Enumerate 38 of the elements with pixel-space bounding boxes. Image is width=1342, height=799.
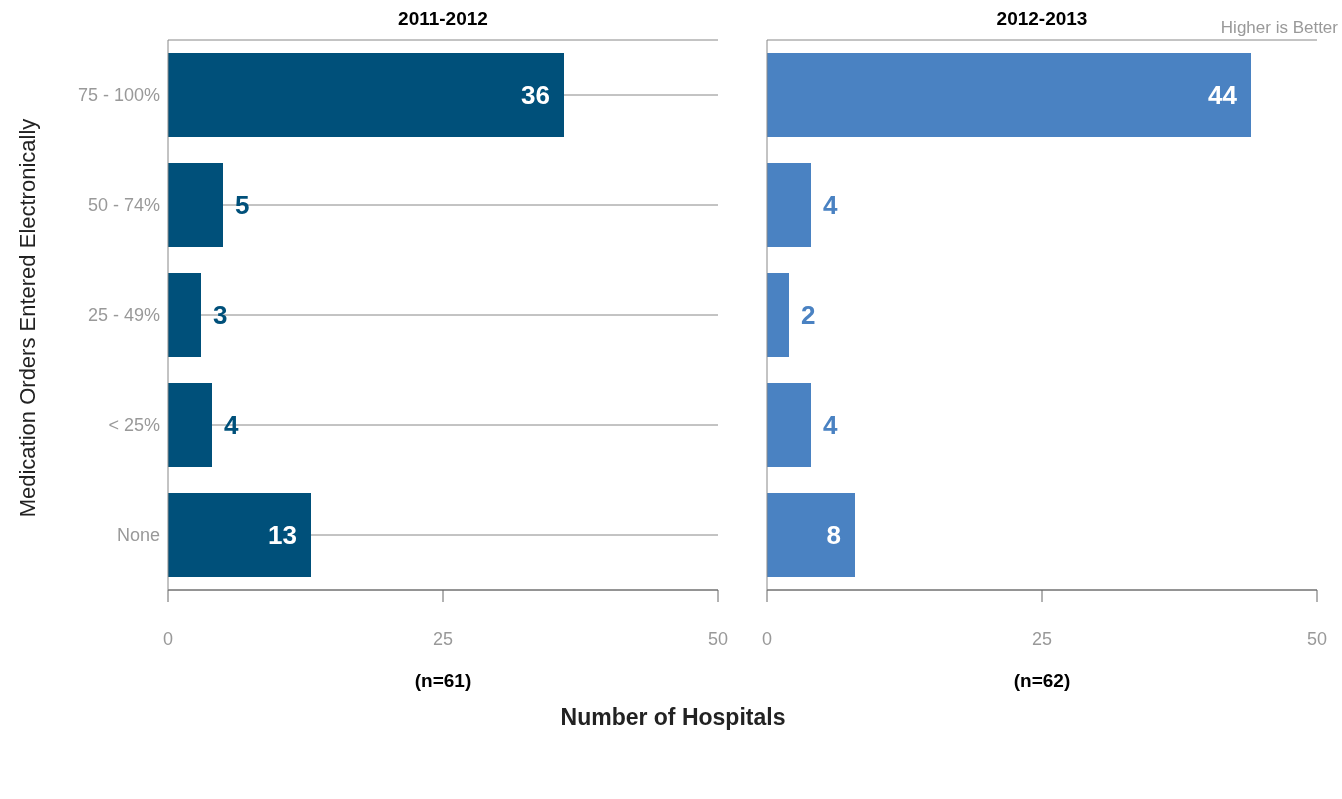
y-tick-label: < 25% — [108, 415, 160, 436]
bar — [767, 273, 789, 357]
data-label: 13 — [268, 520, 297, 551]
bar — [767, 383, 811, 467]
x-tick-label: 0 — [761, 628, 773, 649]
chart-title: 2011-2012 — [397, 8, 489, 30]
bar — [767, 493, 855, 577]
data-label: 4 — [823, 410, 838, 441]
bar — [168, 493, 311, 577]
bar — [767, 53, 1251, 137]
text: Higher is Better — [1220, 18, 1338, 38]
bar — [767, 163, 811, 247]
text: Number of Hospitals — [559, 704, 787, 731]
bar — [168, 53, 564, 137]
x-tick-label: 0 — [162, 628, 174, 649]
x-axis-title: (n=62) — [1012, 670, 1072, 692]
y-tick-label: None — [116, 525, 160, 546]
x-axis-title: (n=61) — [413, 670, 473, 692]
data-label: 4 — [224, 410, 239, 441]
data-label: 4 — [823, 190, 838, 221]
data-label: 3 — [213, 300, 228, 331]
data-label: 2 — [801, 300, 816, 331]
y-tick-label: 25 - 49% — [87, 305, 160, 326]
bar — [168, 383, 212, 467]
y-tick-label: 50 - 74% — [87, 195, 160, 216]
data-label: 5 — [235, 190, 250, 221]
bar — [168, 273, 201, 357]
data-label: 36 — [521, 80, 550, 111]
chart-title: 2012-2013 — [996, 8, 1088, 29]
bar — [168, 163, 223, 247]
x-tick-label: 50 — [1306, 628, 1328, 649]
data-label: 44 — [1208, 80, 1238, 111]
data-label: 8 — [826, 520, 841, 551]
y-axis-title: Medication Orders Entered Electronically — [15, 118, 41, 518]
x-tick-label: 25 — [432, 628, 454, 649]
x-tick-label: 25 — [1031, 628, 1053, 649]
x-tick-label: 50 — [707, 628, 729, 649]
y-tick-label: 75 - 100% — [77, 85, 160, 106]
